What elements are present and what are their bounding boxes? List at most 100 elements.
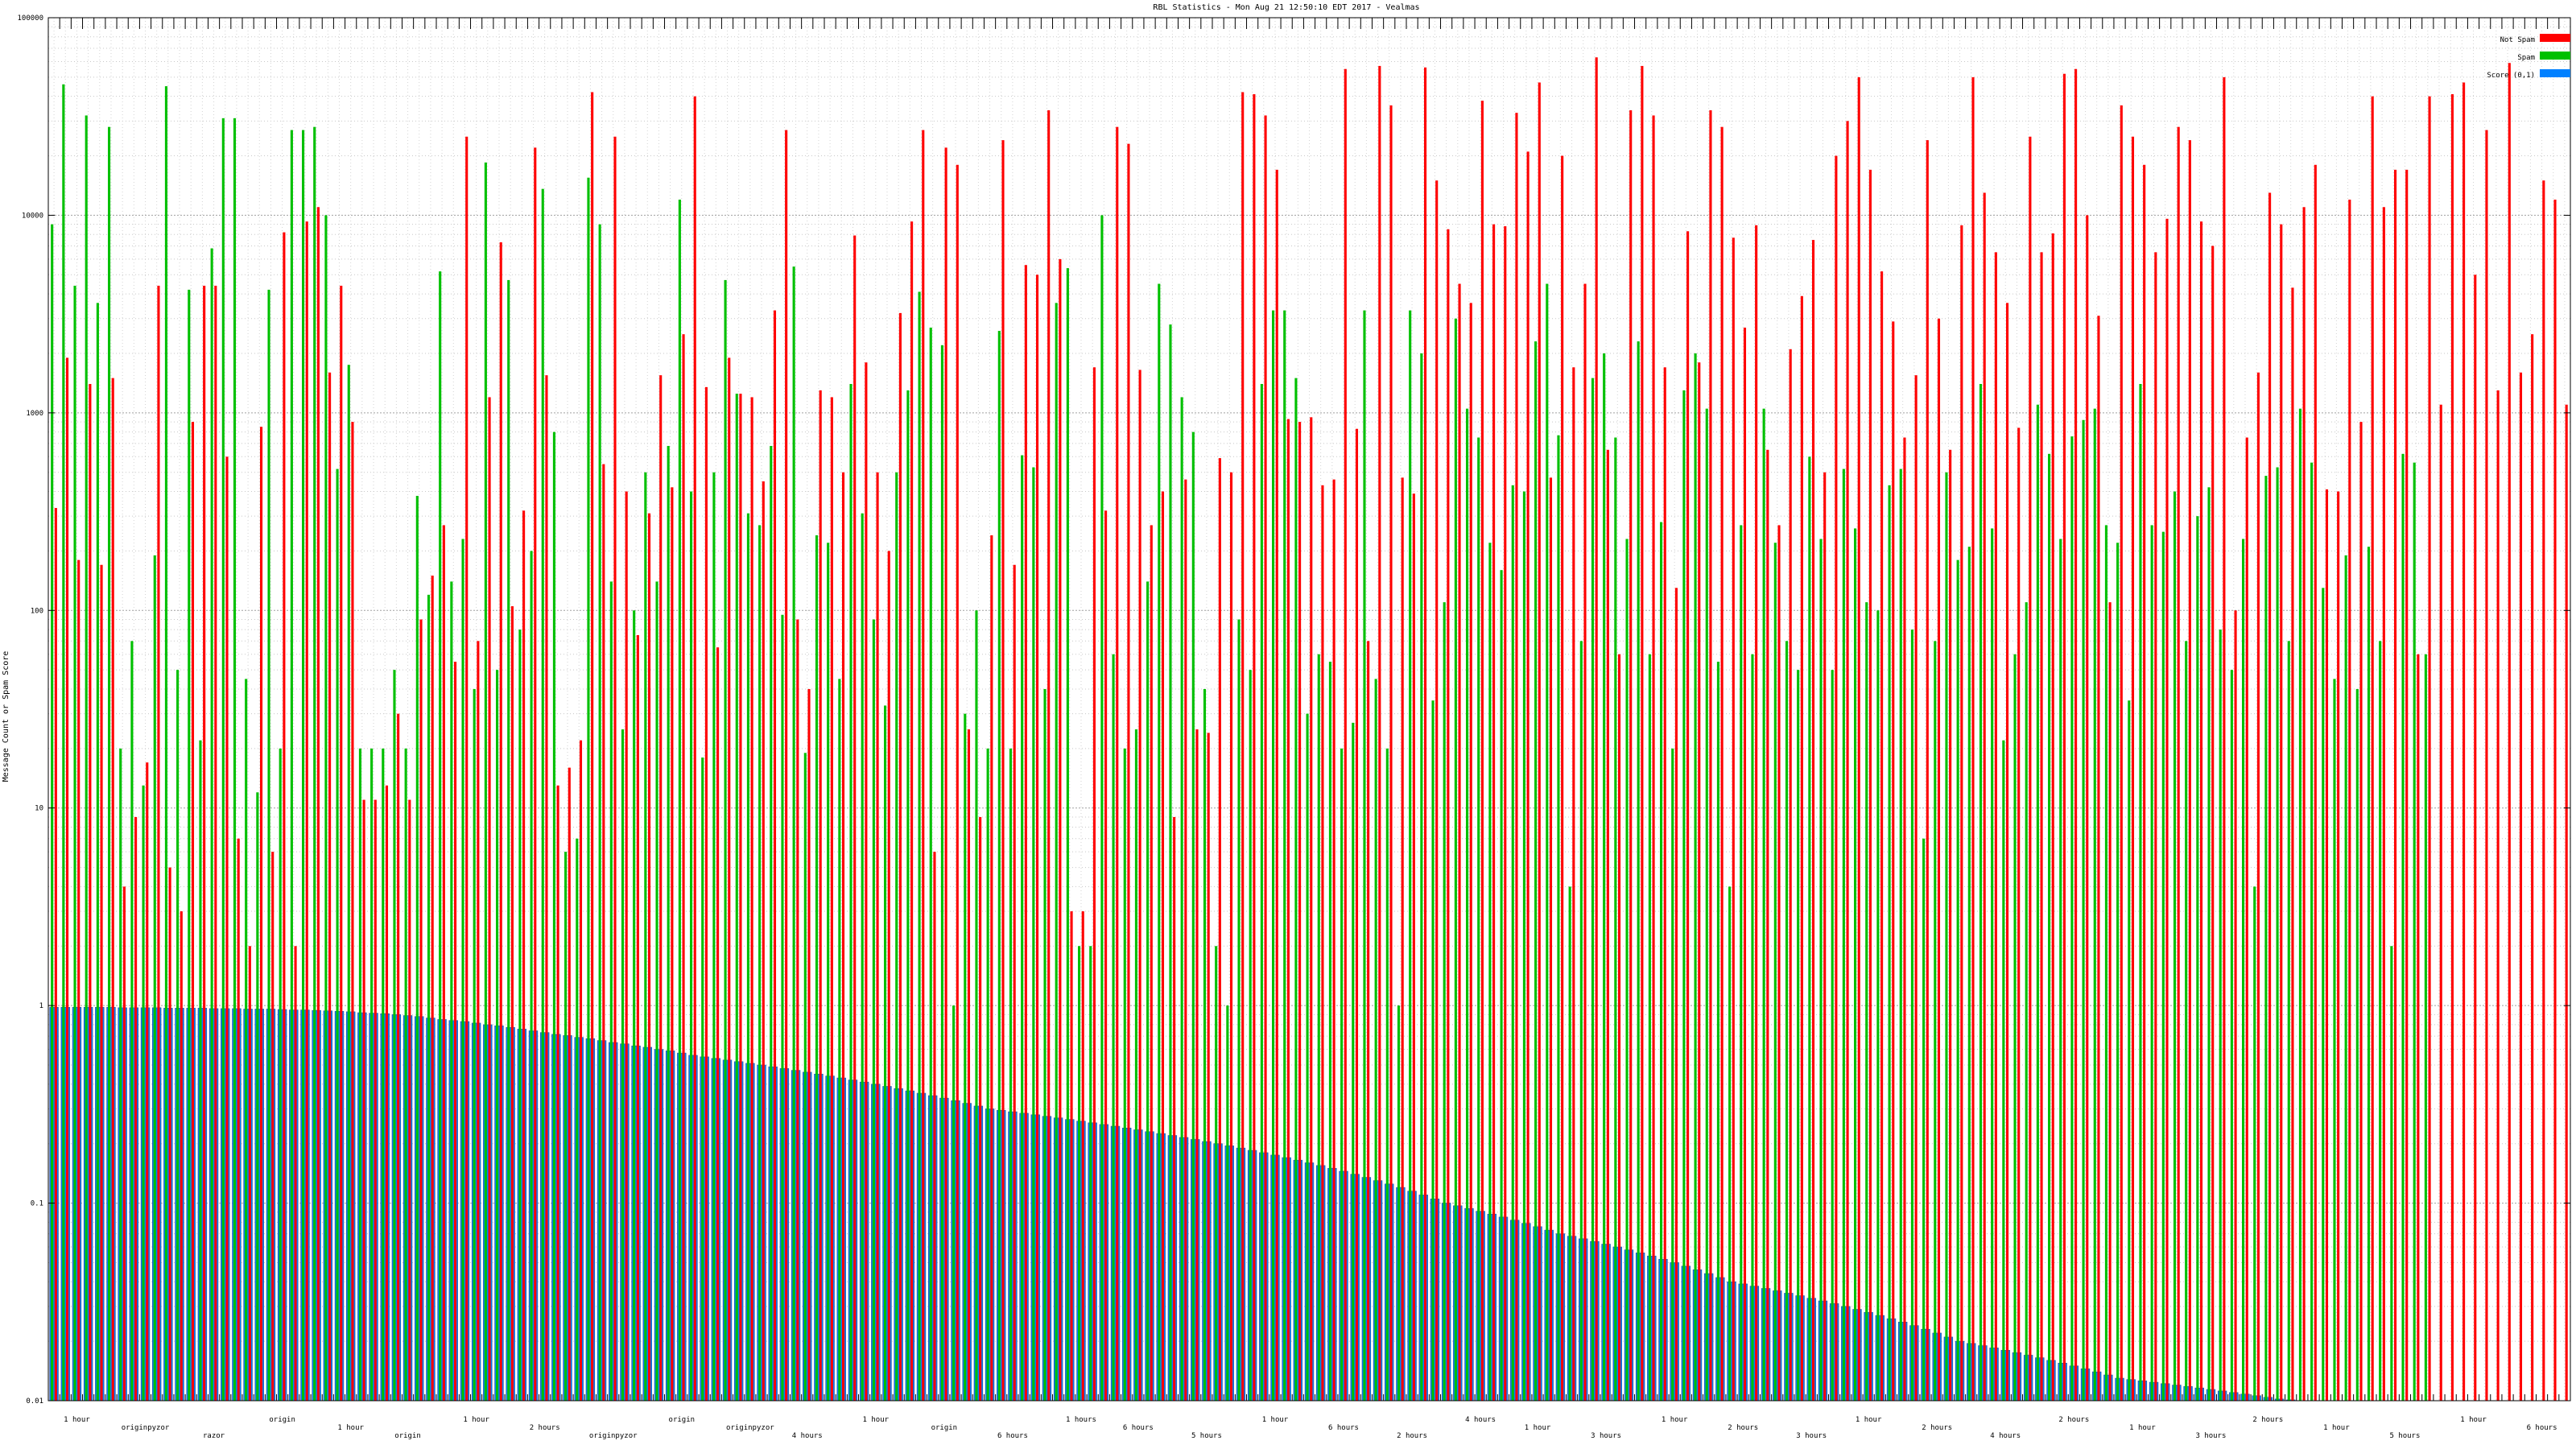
not-spam-bar	[2314, 164, 2317, 1402]
not-spam-bar	[1641, 65, 1644, 1401]
spam-bar	[564, 852, 568, 1401]
not-spam-bar	[1253, 94, 1256, 1401]
spam-bar	[1534, 341, 1538, 1401]
not-spam-bar	[1469, 303, 1472, 1402]
not-spam-bar	[134, 816, 138, 1401]
spam-bar	[2104, 525, 2108, 1401]
spam-bar	[964, 713, 967, 1401]
spam-bar	[1352, 722, 1355, 1401]
spam-bar	[370, 748, 374, 1401]
x-axis-label: 2 hours	[2058, 1416, 2089, 1424]
spam-bar	[690, 491, 693, 1402]
x-axis-label: originpyzor	[726, 1424, 774, 1432]
not-spam-bar	[579, 740, 583, 1401]
x-axis-label: 2 hours	[1397, 1432, 1427, 1440]
not-spam-bar	[248, 946, 251, 1401]
spam-bar	[1762, 408, 1765, 1401]
spam-bar	[552, 431, 556, 1401]
spam-bar	[1603, 353, 1606, 1401]
not-spam-bar	[693, 96, 696, 1401]
not-spam-bar	[1116, 126, 1119, 1401]
spam-bar	[1146, 581, 1150, 1401]
spam-bar	[210, 248, 213, 1402]
spam-bar	[827, 543, 830, 1402]
x-axis-label: 1 hour	[2323, 1424, 2350, 1432]
not-spam-bar	[2211, 246, 2215, 1401]
spam-bar	[2276, 467, 2279, 1401]
x-axis-label: 4 hours	[1990, 1432, 2021, 1440]
spam-bar	[85, 115, 88, 1402]
spam-bar	[142, 785, 145, 1401]
spam-bar	[1317, 654, 1320, 1401]
spam-bar	[1340, 748, 1344, 1401]
not-spam-bar	[568, 767, 571, 1401]
spam-bar	[382, 748, 385, 1401]
not-spam-bar	[556, 785, 559, 1401]
spam-bar	[1032, 467, 1035, 1401]
spam-bar	[1066, 268, 1069, 1401]
spam-bar	[1625, 539, 1629, 1402]
legend-label: Score (0,1)	[2487, 72, 2535, 80]
spam-bar	[541, 188, 544, 1402]
spam-bar	[279, 748, 282, 1401]
not-spam-bar	[1264, 115, 1267, 1402]
spam-bar	[484, 162, 487, 1402]
spam-bar	[2139, 383, 2142, 1401]
spam-bar	[1500, 570, 1503, 1401]
not-spam-bar	[1720, 126, 1724, 1401]
x-axis-label: 1 hour	[463, 1416, 489, 1424]
spam-bar	[770, 445, 773, 1401]
not-spam-bar	[1035, 275, 1039, 1401]
not-spam-bar	[659, 375, 663, 1402]
not-spam-bar	[2462, 82, 2466, 1401]
not-spam-bar	[1104, 510, 1108, 1401]
not-spam-bar	[316, 207, 320, 1401]
not-spam-bar	[716, 647, 720, 1401]
spam-bar	[1283, 310, 1286, 1401]
not-spam-bar	[1138, 369, 1141, 1402]
spam-bar	[2310, 462, 2314, 1402]
not-spam-bar	[1800, 295, 1803, 1402]
not-spam-bar	[2120, 105, 2123, 1402]
not-spam-bar	[1561, 155, 1564, 1401]
spam-bar	[1134, 729, 1138, 1401]
spam-bar	[2173, 491, 2177, 1402]
spam-bar	[2242, 539, 2245, 1402]
not-spam-bar	[1367, 641, 1370, 1401]
spam-bar	[2128, 700, 2131, 1401]
not-spam-bar	[2040, 252, 2043, 1401]
not-spam-bar	[2348, 199, 2351, 1401]
not-spam-bar	[1606, 449, 1609, 1401]
not-spam-bar	[168, 867, 171, 1401]
x-axis-label: razor	[203, 1432, 225, 1440]
spam-bar	[1819, 539, 1823, 1402]
spam-bar	[1385, 748, 1389, 1401]
spam-bar	[2413, 462, 2416, 1402]
not-spam-bar	[2450, 94, 2454, 1401]
x-axis-label: 4 hours	[792, 1432, 823, 1440]
not-spam-bar	[1173, 816, 1176, 1401]
spam-bar	[1934, 641, 1937, 1401]
y-tick-label: 0.1	[31, 1200, 43, 1208]
not-spam-bar	[431, 576, 434, 1401]
spam-bar	[1021, 455, 1024, 1401]
not-spam-bar	[2485, 130, 2488, 1402]
spam-bar	[1956, 559, 1959, 1401]
spam-bar	[108, 126, 111, 1401]
spam-bar	[1945, 472, 1948, 1401]
spam-bar	[2287, 641, 2290, 1401]
spam-bar	[439, 271, 442, 1402]
not-spam-bar	[1150, 525, 1153, 1401]
spam-bar	[1443, 602, 1446, 1401]
not-spam-bar	[990, 535, 993, 1402]
not-spam-bar	[1846, 121, 1849, 1402]
spam-bar	[1671, 748, 1674, 1401]
spam-bar	[2401, 453, 2405, 1401]
spam-bar	[1865, 602, 1868, 1401]
not-spam-bar	[385, 785, 389, 1401]
not-spam-bar	[2428, 96, 2431, 1401]
not-spam-bar	[910, 221, 914, 1401]
spam-bar	[895, 472, 898, 1401]
not-spam-bar	[1526, 151, 1530, 1401]
spam-bar	[221, 118, 225, 1402]
